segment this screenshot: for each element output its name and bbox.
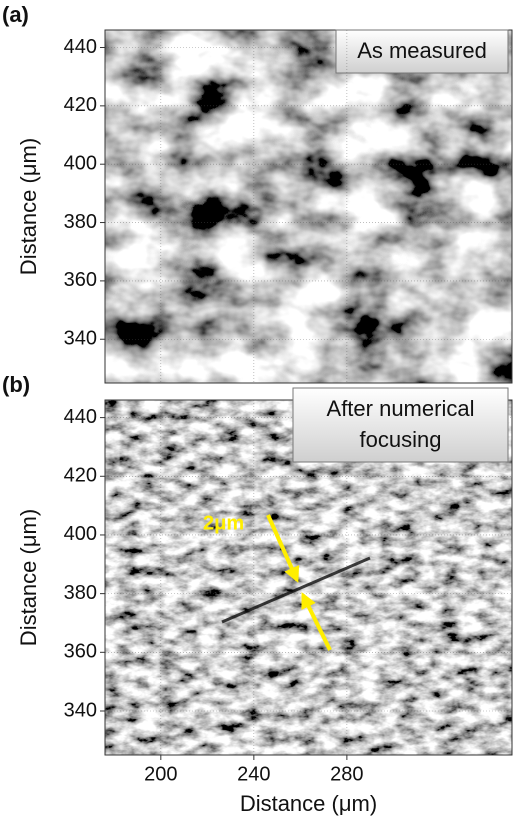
y-tick-label: 400 [64,152,97,174]
y-tick-label: 400 [64,523,97,545]
panel-label: (b) [2,372,30,397]
y-axis-label: Distance (μm) [16,509,41,646]
y-tick-label: 420 [64,94,97,116]
scale-label: 2μm [203,512,244,534]
annotation: focusing [360,427,442,452]
feature [221,556,371,624]
x-axis-label: Distance (μm) [240,791,377,816]
y-tick-label: 360 [64,641,97,663]
annotation: As measured [357,38,487,63]
y-axis-label: Distance (μm) [16,138,41,275]
arrow [266,514,300,583]
x-tick-label: 280 [330,763,363,785]
y-tick-label: 340 [64,699,97,721]
arrow [301,592,332,651]
y-tick-label: 440 [64,36,97,58]
annotation-box [292,387,509,463]
panel-label: (a) [2,2,29,27]
annotation-box [335,29,509,74]
plots: 340 360 380 400 420 440 (a) Distance (μm) As mea… [2,2,513,816]
annotation: After numerical [327,396,475,421]
y-tick-label: 440 [64,406,97,428]
x-tick-label: 240 [237,763,270,785]
x-tick-label: 200 [144,763,177,785]
y-tick-label: 340 [64,328,97,350]
y-tick-label: 420 [64,465,97,487]
plot-frame [104,29,513,384]
image [105,30,512,383]
y-tick-label: 380 [64,582,97,604]
y-tick-label: 380 [64,211,97,233]
y-tick-label: 360 [64,269,97,291]
